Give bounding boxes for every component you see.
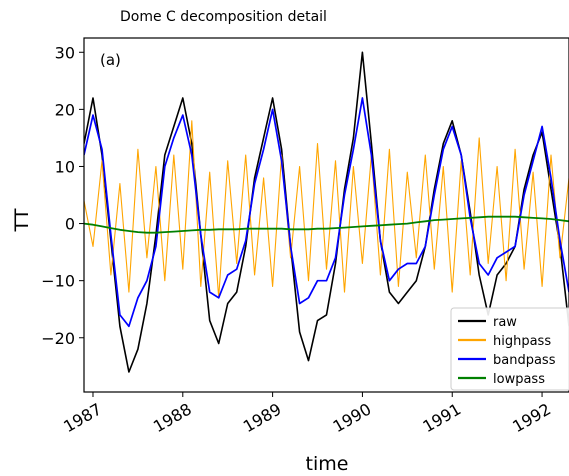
legend-label-lowpass: lowpass bbox=[493, 372, 545, 387]
panel-label: (a) bbox=[100, 51, 121, 69]
legend-label-raw: raw bbox=[493, 315, 517, 330]
x-tick-label: 1988 bbox=[150, 399, 195, 436]
x-tick-label: 1990 bbox=[330, 399, 375, 436]
x-tick-label: 1992 bbox=[509, 399, 554, 436]
x-axis: 1987 1988 1989 1990 1991 1992 bbox=[60, 392, 554, 436]
y-axis-label: TT bbox=[11, 208, 33, 232]
y-tick-label: 30 bbox=[55, 43, 75, 62]
y-axis: −20 −10 0 10 20 30 bbox=[41, 43, 84, 348]
y-tick-label: 20 bbox=[55, 100, 75, 119]
plot-frame bbox=[83, 37, 569, 393]
x-axis-label: time bbox=[306, 453, 349, 475]
x-tick-label: 1987 bbox=[60, 399, 105, 436]
series-line-lowpass bbox=[84, 215, 569, 234]
x-tick-label: 1991 bbox=[419, 399, 464, 436]
series-line-bandpass bbox=[84, 97, 569, 328]
legend: raw highpass bandpass lowpass bbox=[450, 307, 569, 391]
x-tick-label: 1989 bbox=[240, 399, 285, 436]
series-line-highpass bbox=[84, 120, 569, 299]
y-tick-label: 10 bbox=[55, 157, 75, 176]
y-tick-label: −20 bbox=[41, 329, 75, 348]
y-tick-label: 0 bbox=[65, 215, 75, 234]
y-tick-label: −10 bbox=[41, 272, 75, 291]
legend-label-bandpass: bandpass bbox=[493, 353, 556, 368]
legend-box bbox=[450, 307, 569, 391]
legend-label-highpass: highpass bbox=[493, 334, 551, 349]
chart-title: Dome C decomposition detail bbox=[120, 9, 327, 25]
